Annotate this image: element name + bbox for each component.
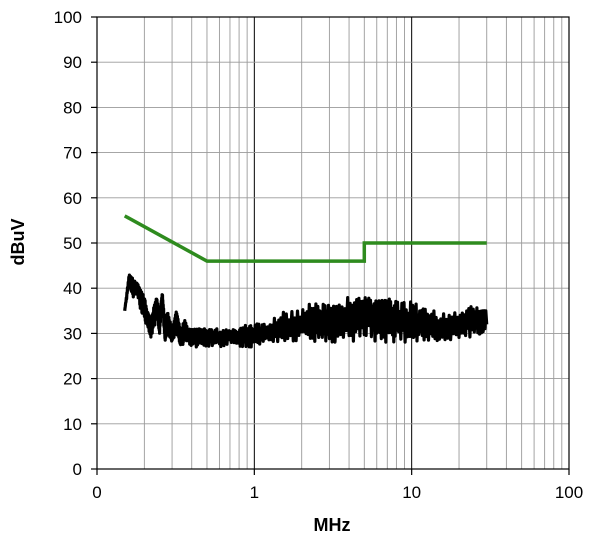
series-group bbox=[123, 214, 489, 349]
tick-labels: 0 1 10 100 0 10 20 30 40 50 60 70 80 90 100 bbox=[54, 8, 584, 502]
y-tick-label: 90 bbox=[63, 53, 82, 72]
y-tick-label: 0 bbox=[73, 460, 82, 479]
y-tick-label: 100 bbox=[54, 8, 82, 27]
x-tick-label: 100 bbox=[555, 483, 583, 502]
y-tick-label: 10 bbox=[63, 415, 82, 434]
y-tick-label: 60 bbox=[63, 189, 82, 208]
x-tick-label: 0 bbox=[92, 483, 101, 502]
series-line-limit bbox=[123, 214, 487, 263]
plot-frame bbox=[91, 16, 570, 475]
y-axis-title: dBuV bbox=[8, 219, 28, 266]
x-tick-label: 10 bbox=[402, 483, 421, 502]
y-tick-label: 20 bbox=[63, 370, 82, 389]
y-tick-label: 30 bbox=[63, 324, 82, 343]
grid bbox=[96, 16, 570, 470]
series-line-measurement bbox=[123, 273, 489, 349]
y-tick-label: 80 bbox=[63, 98, 82, 117]
x-axis-title: MHz bbox=[314, 515, 351, 535]
y-tick-label: 50 bbox=[63, 234, 82, 253]
x-tick-label: 1 bbox=[250, 483, 259, 502]
y-tick-label: 40 bbox=[63, 279, 82, 298]
y-tick-label: 70 bbox=[63, 144, 82, 163]
